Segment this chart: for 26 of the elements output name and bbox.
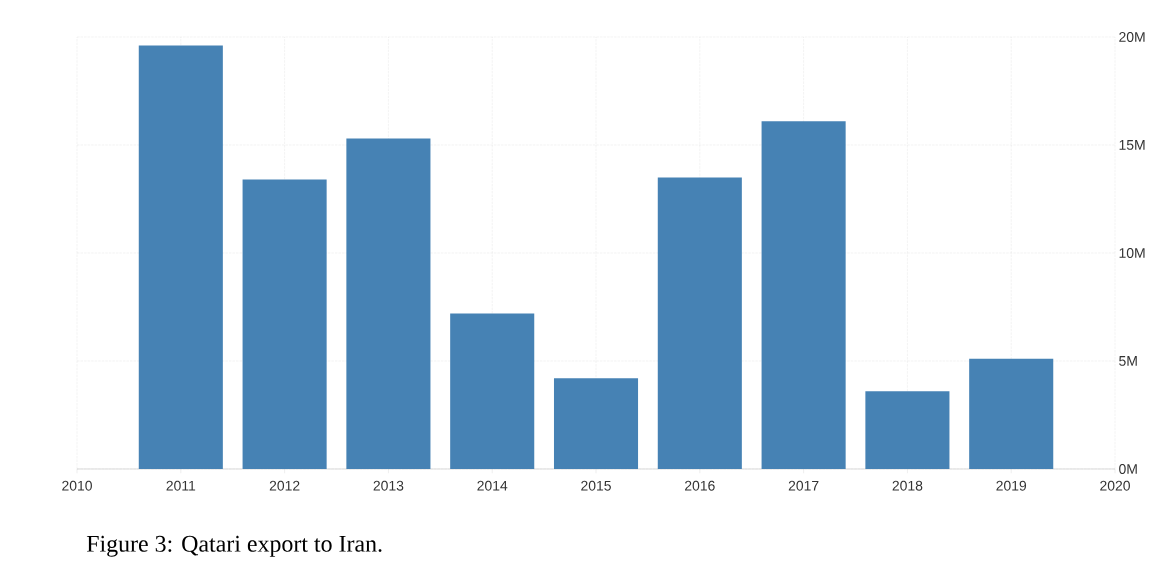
x-tick-label: 2019 <box>996 480 1027 491</box>
x-tick-label: 2010 <box>62 480 92 491</box>
bar <box>450 313 535 469</box>
x-tick-label: 2015 <box>581 480 611 491</box>
y-tick-label: 10M <box>1119 248 1145 258</box>
bar <box>346 138 431 469</box>
x-tick-label: 2020 <box>1100 480 1130 491</box>
bar <box>969 358 1054 469</box>
y-tick-label: 5M <box>1119 356 1137 366</box>
x-tick-label: 2013 <box>373 480 404 491</box>
bar <box>138 45 223 469</box>
x-tick-label: 2014 <box>477 480 508 491</box>
x-tick-label: 2011 <box>166 480 196 491</box>
x-tick-label: 2017 <box>788 480 819 491</box>
bar <box>553 378 639 469</box>
y-tick-label: 0M <box>1119 464 1137 474</box>
caption: Figure 3: Qatari export to Iran. <box>86 535 382 557</box>
bar <box>242 179 327 469</box>
y-tick-label: 20M <box>1119 32 1145 42</box>
y-tick-label: 15M <box>1119 140 1145 150</box>
x-tick-label: 2016 <box>685 480 715 491</box>
bar <box>865 391 950 469</box>
x-tick-label: 2012 <box>269 480 300 491</box>
x-tick-label: 2018 <box>892 480 923 491</box>
bar <box>761 121 846 469</box>
bar <box>657 177 742 469</box>
